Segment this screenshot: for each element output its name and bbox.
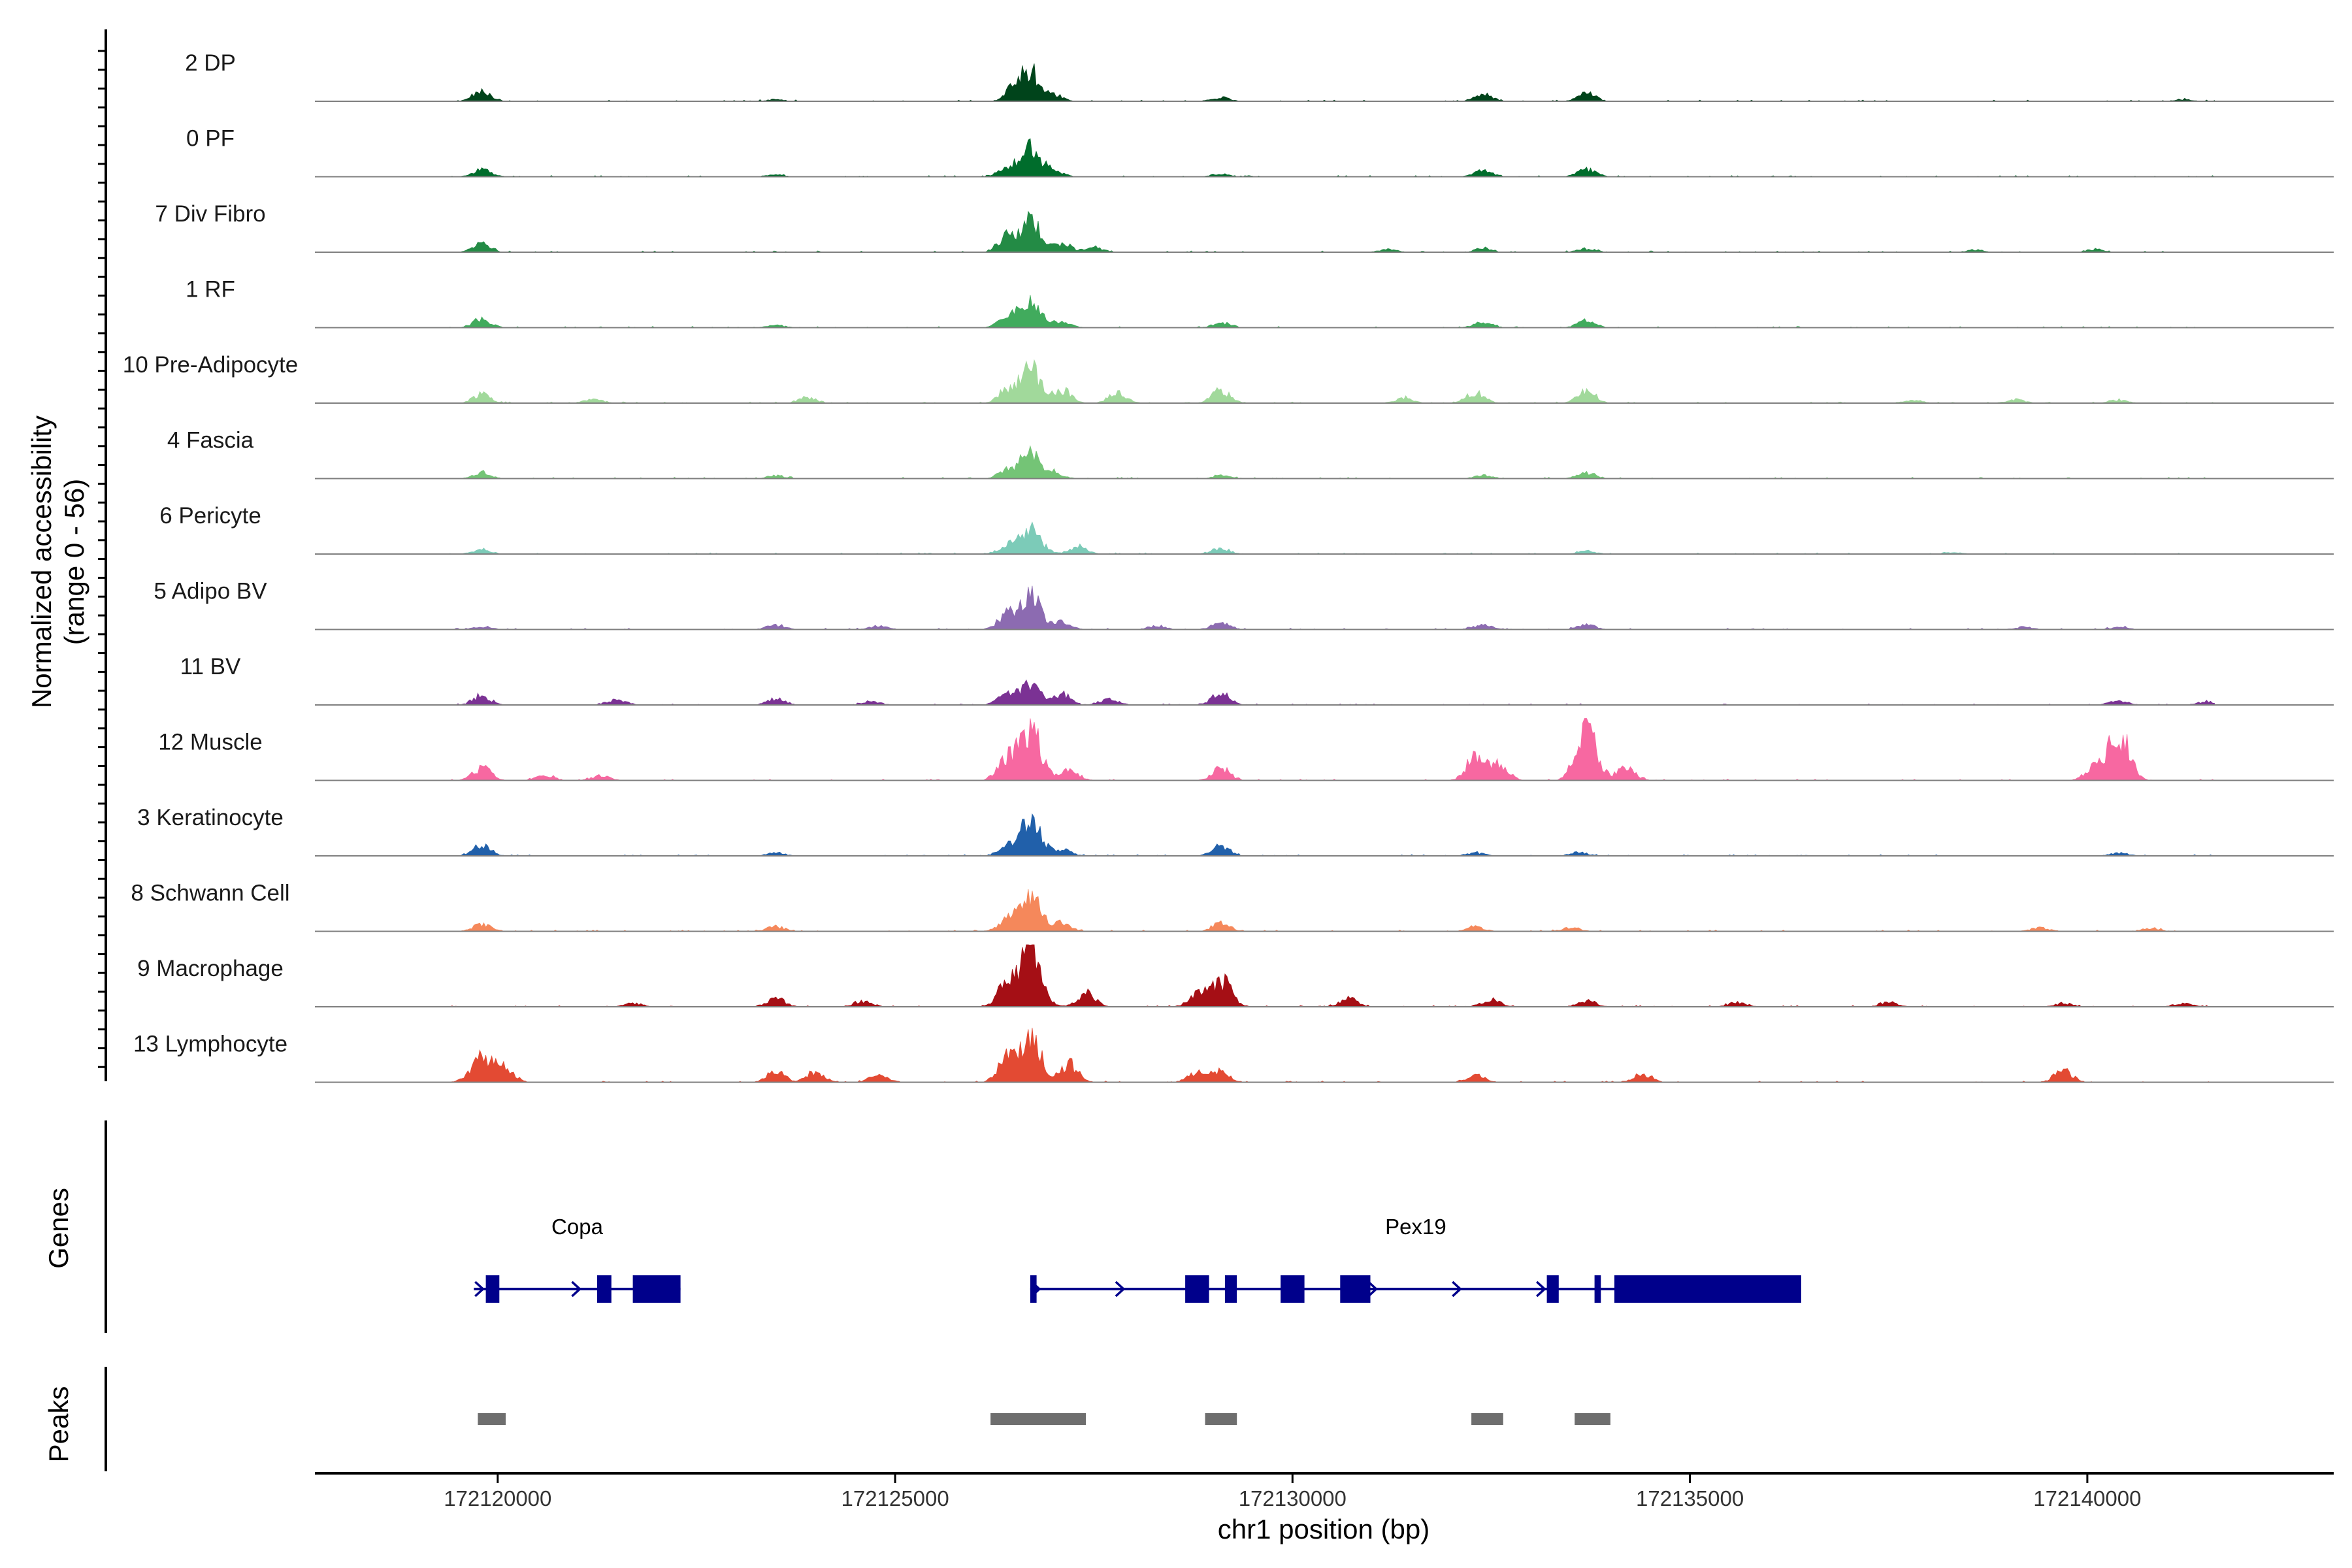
gene-exon bbox=[1224, 1275, 1237, 1303]
peaks-panel: Peaks bbox=[43, 1367, 1610, 1471]
gene-exon bbox=[1594, 1275, 1601, 1303]
y-axis-title-line2: (range 0 - 56) bbox=[59, 479, 90, 645]
coverage-area bbox=[449, 1028, 2215, 1083]
track-6-pericyte: 6 Pericyte bbox=[159, 503, 2334, 555]
x-tick-label: 172135000 bbox=[1636, 1486, 1744, 1511]
coverage-area bbox=[449, 718, 2215, 781]
track-label: 8 Schwann Cell bbox=[131, 881, 289, 906]
gene-exon bbox=[1185, 1275, 1209, 1303]
coverage-area bbox=[449, 210, 2215, 253]
peak-bar bbox=[990, 1413, 1086, 1425]
strand-arrow bbox=[474, 1281, 485, 1298]
x-tick-label: 172130000 bbox=[1239, 1486, 1347, 1511]
coverage-area bbox=[449, 585, 2215, 630]
left-axis bbox=[98, 29, 107, 1081]
gene-pex19: Pex19 bbox=[1030, 1215, 1801, 1303]
track-label: 1 RF bbox=[186, 277, 235, 302]
x-axis-title: chr1 position (bp) bbox=[1218, 1514, 1430, 1544]
y-axis-title: Normalized accessibility (range 0 - 56) bbox=[26, 416, 90, 708]
coverage-area bbox=[449, 63, 2215, 102]
peaks-panel-title: Peaks bbox=[43, 1386, 74, 1463]
strand-arrow bbox=[1115, 1281, 1126, 1298]
track-label: 9 Macrophage bbox=[137, 956, 284, 981]
gene-copa: Copa bbox=[474, 1215, 681, 1303]
gene-exon bbox=[596, 1275, 612, 1303]
track-label: 6 Pericyte bbox=[159, 503, 261, 529]
track-3-keratinocyte: 3 Keratinocyte bbox=[137, 805, 2334, 857]
y-axis-title-line1: Normalized accessibility bbox=[26, 416, 57, 708]
strand-arrow bbox=[1367, 1281, 1379, 1298]
track-13-lymphocyte: 13 Lymphocyte bbox=[133, 1028, 2334, 1083]
peak-bar bbox=[1471, 1413, 1503, 1425]
genes-panel: Genes Copa Pex19 bbox=[43, 1120, 1801, 1333]
track-5-adipo-bv: 5 Adipo BV bbox=[154, 579, 2334, 630]
coverage-tracks: 2 DP 0 PF 7 Div Fibro 1 RF 10 Pre-Adipocyte 4… bbox=[123, 50, 2334, 1083]
track-8-schwann-cell: 8 Schwann Cell bbox=[131, 881, 2334, 932]
x-tick-label: 172120000 bbox=[444, 1486, 551, 1511]
track-12-muscle: 12 Muscle bbox=[158, 718, 2334, 781]
track-label: 5 Adipo BV bbox=[154, 579, 267, 604]
track-label: 2 DP bbox=[185, 50, 236, 76]
strand-arrow bbox=[1536, 1281, 1546, 1298]
track-7-div-fibro: 7 Div Fibro bbox=[155, 201, 2334, 253]
gene-exon bbox=[1281, 1275, 1305, 1303]
track-label: 0 PF bbox=[186, 126, 235, 152]
track-4-fascia: 4 Fascia bbox=[167, 428, 2334, 480]
genes-panel-title: Genes bbox=[43, 1188, 74, 1269]
track-1-rf: 1 RF bbox=[186, 277, 2334, 329]
track-label: 11 BV bbox=[180, 654, 241, 679]
x-tick-label: 172140000 bbox=[2033, 1486, 2141, 1511]
track-label: 4 Fascia bbox=[167, 428, 254, 453]
track-label: 12 Muscle bbox=[158, 730, 263, 755]
coverage-area bbox=[449, 138, 2216, 177]
strand-arrow bbox=[1452, 1281, 1462, 1298]
peak-bar bbox=[478, 1413, 506, 1425]
gene-exon bbox=[1030, 1275, 1037, 1303]
coverage-area bbox=[449, 359, 2215, 404]
peak-bar bbox=[1575, 1413, 1610, 1425]
gene-label: Pex19 bbox=[1385, 1215, 1446, 1239]
peak-bar bbox=[1205, 1413, 1237, 1425]
gene-exon bbox=[1614, 1275, 1801, 1303]
x-axis: chr1 position (bp) 172120000 172125000 172… bbox=[315, 1472, 2334, 1544]
track-10-pre-adipocyte: 10 Pre-Adipocyte bbox=[123, 352, 2334, 404]
coverage-area bbox=[449, 813, 2215, 857]
track-label: 10 Pre-Adipocyte bbox=[123, 352, 298, 378]
track-9-macrophage: 9 Macrophage bbox=[137, 944, 2334, 1007]
strand-arrow bbox=[571, 1281, 582, 1298]
coverage-area bbox=[449, 295, 2215, 328]
track-2-dp: 2 DP bbox=[185, 50, 2334, 102]
track-label: 3 Keratinocyte bbox=[137, 805, 284, 830]
track-0-pf: 0 PF bbox=[186, 126, 2334, 178]
gene-exon bbox=[1340, 1275, 1371, 1303]
gene-exon bbox=[632, 1275, 681, 1303]
gene-label: Copa bbox=[551, 1215, 604, 1239]
gene-exon bbox=[485, 1275, 500, 1303]
gene-exon bbox=[1546, 1275, 1559, 1303]
coverage-area bbox=[449, 679, 2215, 706]
coverage-area bbox=[449, 944, 2215, 1007]
track-label: 7 Div Fibro bbox=[155, 201, 265, 227]
track-11-bv: 11 BV bbox=[180, 654, 2334, 706]
x-tick-label: 172125000 bbox=[841, 1486, 949, 1511]
coverage-area bbox=[449, 521, 2215, 555]
coverage-area bbox=[449, 889, 2215, 932]
coverage-area bbox=[449, 445, 2215, 479]
track-label: 13 Lymphocyte bbox=[133, 1032, 287, 1057]
